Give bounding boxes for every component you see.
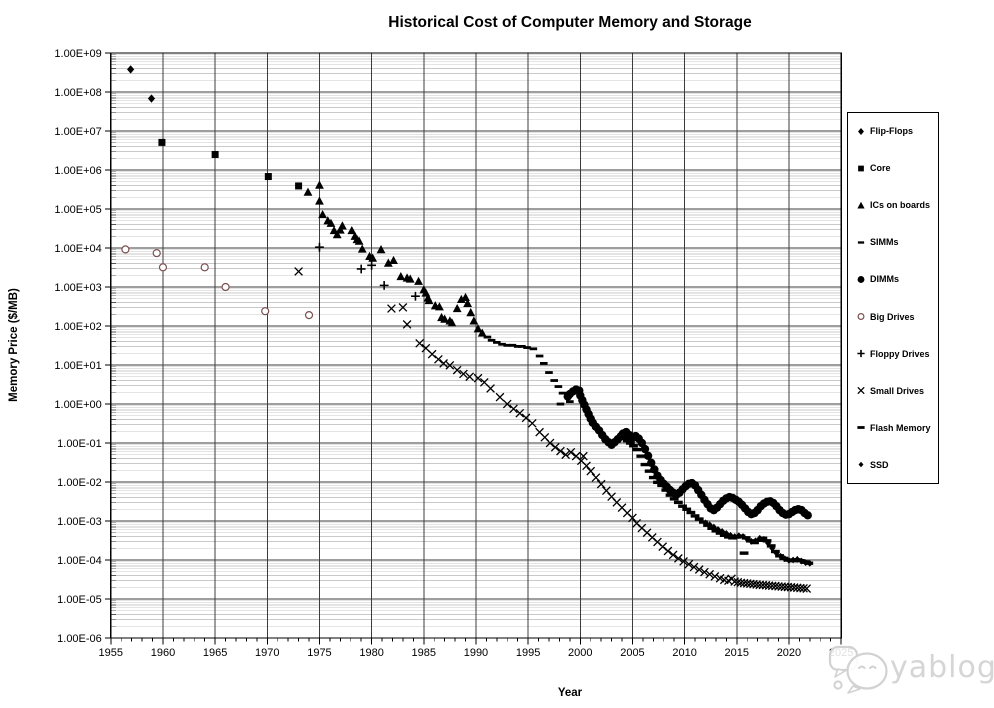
legend-label: DIMMs (870, 274, 899, 285)
series-dimms (563, 385, 812, 520)
legend-label: Core (870, 163, 891, 174)
y-tick-label: 1.00E+01 (54, 360, 101, 372)
x-tick-label: 1960 (151, 647, 175, 659)
x-tick-label: 2015 (725, 647, 749, 659)
series-core (158, 138, 303, 190)
legend-item-simms: SIMMs (855, 236, 899, 248)
floppy-drives-marker-icon (857, 349, 865, 358)
y-tick-label: 1.00E+05 (54, 204, 101, 216)
x-tick-label: 1980 (359, 647, 383, 659)
y-tick-label: 1.00E-01 (57, 438, 102, 450)
big-drives-marker-icon (857, 313, 865, 320)
flash-memory-marker-icon (857, 426, 865, 430)
x-tick-label: 2020 (777, 647, 801, 659)
legend-label: Flash Memory (870, 422, 931, 433)
series-flip-flops (127, 65, 156, 103)
y-tick-label: 1.00E-04 (57, 555, 102, 567)
y-tick-label: 1.00E+07 (54, 126, 101, 138)
y-tick-label: 1.00E+08 (54, 87, 101, 99)
series-floppy-drives (315, 242, 420, 301)
x-tick-label: 1985 (412, 647, 436, 659)
y-tick-label: 1.00E+02 (54, 321, 101, 333)
series-simms (483, 335, 574, 406)
simms-marker-icon (857, 241, 865, 244)
x-tick-label: 1970 (255, 647, 279, 659)
legend-label: SSD (870, 459, 889, 470)
x-tick-label: 1990 (464, 647, 488, 659)
legend-item-ssd: SSD (855, 459, 889, 471)
legend-item-flip-flops: Flip-Flops (855, 125, 913, 137)
legend-item-ics-on-boards: ICs on boards (855, 199, 930, 211)
series-ssd (702, 519, 813, 567)
legend-label: Floppy Drives (870, 348, 930, 359)
legend-item-flash-memory: Flash Memory (855, 422, 931, 434)
watermark: yablog (826, 638, 994, 696)
y-tick-label: 1.00E+09 (54, 48, 101, 60)
legend-item-floppy-drives: Floppy Drives (855, 348, 930, 360)
y-tick-label: 1.00E+00 (54, 399, 101, 411)
core-marker-icon (858, 165, 864, 171)
small-drives-marker-icon (857, 387, 865, 395)
legend-item-dimms: DIMMs (855, 273, 899, 285)
y-tick-label: 1.00E-06 (57, 633, 102, 645)
legend-item-core: Core (855, 162, 891, 174)
x-tick-label: 2000 (568, 647, 592, 659)
legend: Flip-Flops Core ICs on boards SIMMs DIMMs Big… (847, 112, 939, 484)
plot-border (110, 52, 842, 639)
series-big-drives (121, 245, 314, 320)
chat-bubbles-icon (828, 645, 888, 694)
legend-label: SIMMs (870, 237, 899, 248)
series-small-drives (294, 267, 812, 593)
legend-item-small-drives: Small Drives (855, 385, 924, 397)
legend-item-big-drives: Big Drives (855, 311, 915, 323)
x-tick-label: 1955 (99, 647, 123, 659)
legend-label: Flip-Flops (870, 126, 913, 136)
dimms-marker-icon (857, 275, 865, 283)
x-tick-label: 1965 (203, 647, 227, 659)
legend-label: Big Drives (870, 311, 915, 322)
y-tick-label: 1.00E-05 (57, 594, 102, 606)
y-tick-label: 1.00E-03 (57, 516, 102, 528)
watermark-text: yablog (890, 649, 994, 685)
ssd-marker-icon (858, 462, 864, 468)
y-tick-label: 1.00E-02 (57, 477, 102, 489)
flip-flops-marker-icon (858, 127, 864, 135)
y-tick-label: 1.00E+04 (54, 243, 101, 255)
x-tick-label: 2005 (620, 647, 644, 659)
legend-label: Small Drives (870, 385, 925, 396)
x-tick-label: 1995 (516, 647, 540, 659)
series-ics-on-boards (303, 180, 487, 337)
ics-on-boards-marker-icon (857, 201, 865, 209)
legend-label: ICs on boards (870, 200, 931, 211)
x-tick-label: 1975 (307, 647, 331, 659)
x-tick-label: 2010 (672, 647, 696, 659)
x-axis-title: Year (557, 687, 583, 699)
y-tick-label: 1.00E+06 (54, 165, 101, 177)
gridlines (110, 53, 842, 638)
chart-title: Historical Cost of Computer Memory and S… (388, 14, 752, 31)
y-tick-label: 1.00E+03 (54, 282, 101, 294)
